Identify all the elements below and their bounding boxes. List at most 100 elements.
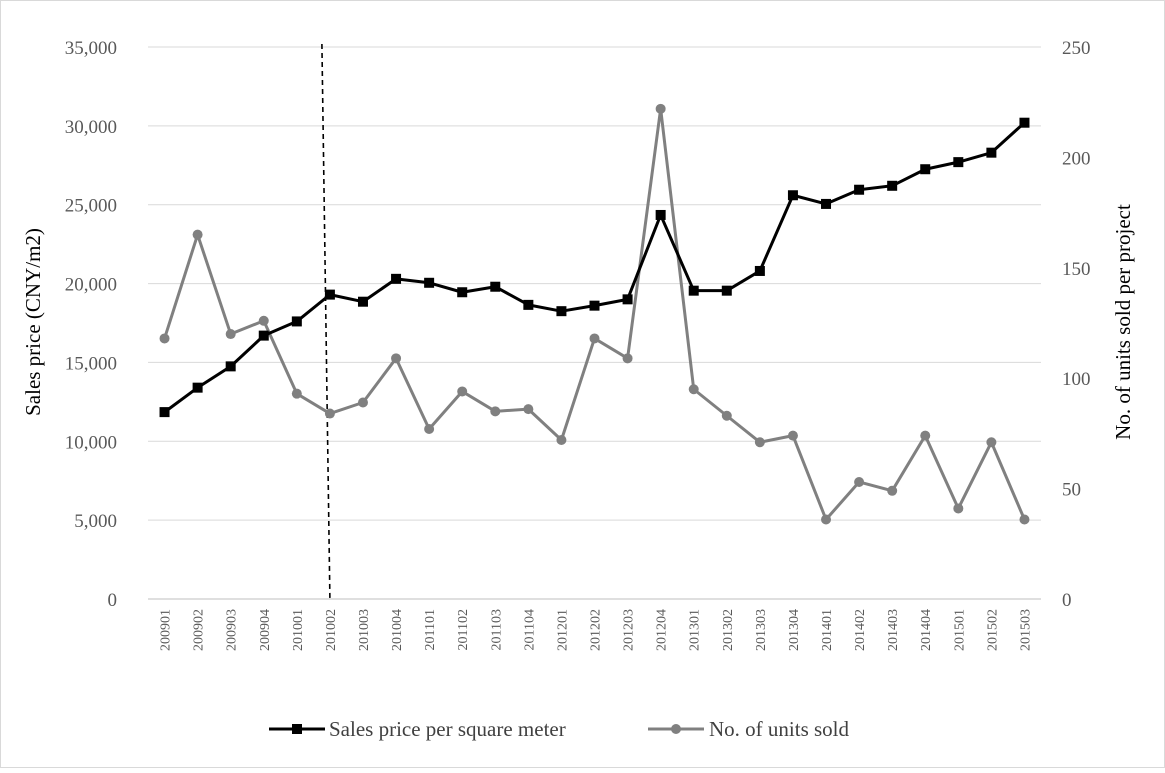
sales-price-point — [159, 407, 170, 418]
units-sold-point — [490, 406, 501, 417]
units-sold-point — [787, 430, 798, 441]
x-tick-label: 201201 — [555, 609, 570, 651]
units-sold-point — [754, 437, 765, 448]
sales-price-point — [787, 190, 798, 201]
legend-label-sales-price: Sales price per square meter — [329, 717, 566, 741]
x-tick-label: 201004 — [390, 609, 405, 651]
units-sold-point — [1019, 514, 1030, 525]
right-tick-label: 100 — [1062, 369, 1091, 390]
x-tick-label: 201202 — [589, 609, 604, 651]
sales-price-point — [1019, 117, 1030, 128]
x-tick-label: 201401 — [820, 609, 835, 651]
sales-price-point — [920, 164, 931, 175]
legend-item-units-sold: No. of units sold — [648, 717, 850, 741]
legend-item-sales-price: Sales price per square meter — [269, 717, 566, 741]
left-tick-label: 5,000 — [74, 511, 117, 532]
units-sold-point — [589, 333, 600, 344]
x-tick-label: 201502 — [985, 609, 1000, 651]
left-axis-title: Sales price (CNY/m2) — [21, 228, 45, 416]
x-tick-label: 201103 — [489, 609, 504, 650]
sales-price-point — [291, 316, 302, 327]
left-axis-ticks: 0 5,000 10,000 15,000 20,000 25,000 30,000 35,0… — [65, 38, 117, 611]
sales-price-point — [953, 157, 964, 168]
left-tick-label: 25,000 — [65, 196, 117, 217]
left-tick-label: 10,000 — [65, 432, 117, 453]
x-tick-label: 201203 — [622, 609, 637, 651]
x-tick-label: 201301 — [688, 609, 703, 651]
x-tick-label: 200904 — [258, 609, 273, 651]
units-sold-point — [986, 437, 997, 448]
units-sold-point — [324, 408, 335, 419]
units-sold-point — [688, 384, 699, 395]
units-sold-point — [457, 386, 468, 397]
left-tick-label: 15,000 — [65, 353, 117, 374]
right-tick-label: 150 — [1062, 259, 1091, 280]
units-sold-point — [920, 430, 931, 441]
x-tick-label: 201503 — [1018, 609, 1033, 651]
units-sold-point — [556, 435, 567, 446]
left-tick-label: 0 — [108, 590, 118, 611]
sales-price-point — [589, 300, 600, 311]
units-sold-point — [357, 397, 368, 408]
left-tick-label: 30,000 — [65, 117, 117, 138]
right-tick-label: 0 — [1062, 590, 1072, 611]
units-sold-point — [225, 329, 236, 340]
units-sold-point — [953, 503, 964, 514]
series-layer — [159, 103, 1030, 525]
sales-price-point — [754, 265, 765, 276]
units-sold-point — [721, 410, 732, 421]
right-tick-label: 250 — [1062, 38, 1091, 59]
units-sold-point — [821, 514, 832, 525]
x-tick-label: 200902 — [192, 609, 207, 651]
gridlines — [148, 46, 1041, 600]
vertical-marker-layer — [321, 43, 331, 600]
x-tick-label: 201001 — [291, 609, 306, 651]
legend-label-units-sold: No. of units sold — [709, 717, 850, 741]
right-tick-label: 50 — [1062, 480, 1081, 501]
units-sold-point — [523, 404, 534, 415]
sales-price-point — [655, 209, 666, 220]
x-tick-label: 201302 — [721, 609, 736, 651]
right-tick-label: 200 — [1062, 148, 1091, 169]
sales-price-point — [887, 180, 898, 191]
series-units-sold — [159, 103, 1030, 525]
vertical-marker-line — [321, 43, 331, 600]
x-tick-label: 201102 — [456, 609, 471, 650]
x-tick-label: 201204 — [655, 609, 670, 651]
sales-price-point — [721, 285, 732, 296]
x-axis-ticks: 200901 200902 200903 200904 201001 201002 2010… — [159, 609, 1034, 651]
x-tick-label: 201501 — [952, 609, 967, 651]
right-axis-title: No. of units sold per project — [1111, 204, 1135, 440]
x-tick-label: 200903 — [225, 609, 240, 651]
x-tick-label: 200901 — [159, 609, 174, 651]
units-sold-point — [258, 315, 269, 326]
x-tick-label: 201104 — [522, 609, 537, 650]
x-tick-label: 201404 — [919, 609, 934, 651]
sales-price-point — [424, 277, 435, 288]
x-tick-label: 201304 — [787, 609, 802, 651]
sales-price-point — [324, 289, 335, 300]
sales-price-point — [986, 147, 997, 158]
x-tick-label: 201402 — [853, 609, 868, 651]
units-sold-point — [424, 423, 435, 434]
x-tick-label: 201403 — [886, 609, 901, 651]
sales-price-point — [854, 184, 865, 195]
units-sold-point — [291, 388, 302, 399]
legend-marker-sales-price — [292, 724, 302, 734]
sales-price-point — [357, 296, 368, 307]
sales-price-point — [192, 382, 203, 393]
legend-marker-units-sold — [671, 724, 681, 734]
sales-price-point — [490, 281, 501, 292]
right-axis-ticks: 0 50 100 150 200 250 — [1062, 38, 1091, 611]
sales-price-point — [391, 273, 402, 284]
sales-price-point — [258, 330, 269, 341]
x-tick-label: 201303 — [754, 609, 769, 651]
x-tick-label: 201101 — [423, 609, 438, 650]
sales-price-point — [523, 299, 534, 310]
sales-price-point — [556, 306, 567, 317]
units-sold-point — [622, 353, 633, 364]
sales-price-point — [457, 287, 468, 298]
sales-price-point — [821, 198, 832, 209]
